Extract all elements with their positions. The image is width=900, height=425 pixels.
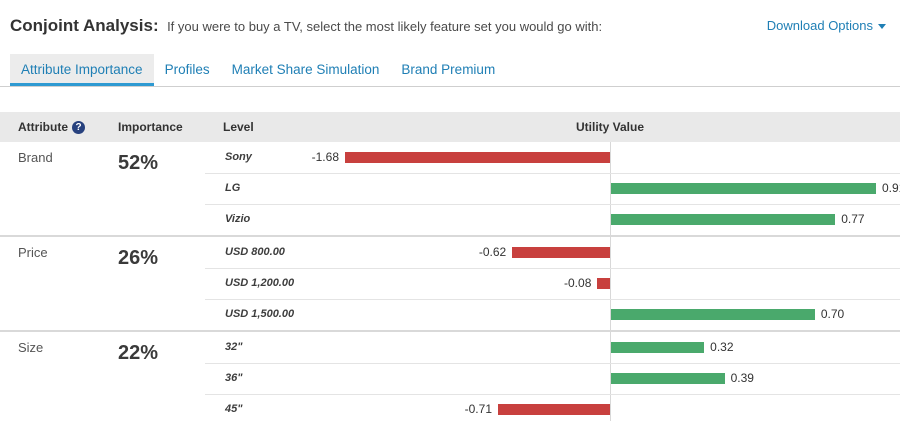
attribute-name: Price xyxy=(18,245,48,260)
attribute-name: Size xyxy=(18,340,44,355)
utility-bar xyxy=(498,404,610,415)
attribute-importance-table: Brand 52% Sony -1.68 LG 0.91 Vizio 0.77 Price 26%… xyxy=(0,142,900,425)
tab-bar: Attribute Importance Profiles Market Share… xyxy=(0,54,900,87)
level-label: USD 800.00 xyxy=(225,246,285,258)
table-row: 32" 0.32 xyxy=(0,332,900,363)
download-options-label: Download Options xyxy=(766,18,873,33)
table-row: USD 1,200.00 -0.08 xyxy=(0,268,900,299)
page-subtitle: If you were to buy a TV, select the most… xyxy=(167,19,603,34)
utility-value-label: -0.71 xyxy=(464,402,492,416)
utility-bar xyxy=(611,373,725,384)
utility-value-label: 0.70 xyxy=(820,307,845,321)
utility-value-label: 0.32 xyxy=(710,340,734,354)
attribute-name: Brand xyxy=(18,150,53,165)
attribute-section: Price 26% USD 800.00 -0.62 USD 1,200.00 -0.08… xyxy=(0,235,900,330)
row-divider xyxy=(205,363,900,364)
tab-market-share-simulation[interactable]: Market Share Simulation xyxy=(231,62,380,77)
utility-value-label: -0.08 xyxy=(564,276,592,290)
row-divider xyxy=(205,268,900,269)
utility-bar xyxy=(611,214,836,225)
importance-value: 22% xyxy=(118,342,159,364)
row-divider xyxy=(205,204,900,205)
utility-bar xyxy=(512,247,610,258)
level-label: USD 1,200.00 xyxy=(225,277,295,289)
attribute-section: Brand 52% Sony -1.68 LG 0.91 Vizio 0.77 xyxy=(0,142,900,235)
utility-bar xyxy=(345,152,610,163)
chevron-down-icon xyxy=(878,24,886,29)
utility-value-label: 0.77 xyxy=(841,212,865,226)
column-header-importance: Importance xyxy=(118,120,183,134)
page-title: Conjoint Analysis: xyxy=(10,16,159,35)
table-row: Vizio 0.77 xyxy=(0,204,900,235)
level-label: 32" xyxy=(225,341,243,353)
row-divider xyxy=(205,299,900,300)
tab-profiles[interactable]: Profiles xyxy=(164,62,210,77)
row-divider xyxy=(205,394,900,395)
importance-value: 26% xyxy=(118,247,159,269)
column-header-attribute-label: Attribute xyxy=(18,120,68,134)
utility-value-label: -1.68 xyxy=(311,150,339,164)
level-label: LG xyxy=(225,182,241,194)
column-header-level: Level xyxy=(223,120,254,134)
table-row: USD 800.00 -0.62 xyxy=(0,237,900,268)
level-label: Sony xyxy=(225,151,252,163)
zero-axis xyxy=(610,142,611,421)
tab-attribute-importance[interactable]: Attribute Importance xyxy=(10,54,154,86)
utility-value-label: -0.62 xyxy=(478,245,507,259)
utility-bar xyxy=(611,342,705,353)
table-row: LG 0.91 xyxy=(0,173,900,204)
row-divider xyxy=(205,173,900,174)
table-row: Sony -1.68 xyxy=(0,142,900,173)
level-label: 45" xyxy=(225,403,243,415)
utility-bar xyxy=(611,309,815,320)
page-header: Conjoint Analysis: If you were to buy a … xyxy=(0,0,900,36)
table-row: 45" -0.71 xyxy=(0,394,900,425)
utility-bar xyxy=(611,183,876,194)
attribute-section: Size 22% 32" 0.32 36" 0.39 45" -0.71 xyxy=(0,330,900,425)
column-header-attribute: Attribute? xyxy=(18,112,85,142)
utility-bar xyxy=(597,278,610,289)
table-row: USD 1,500.00 0.70 xyxy=(0,299,900,330)
tab-brand-premium[interactable]: Brand Premium xyxy=(401,62,496,77)
column-header-utility-value: Utility Value xyxy=(575,120,645,134)
download-options-button[interactable]: Download Options xyxy=(767,18,886,33)
level-label: Vizio xyxy=(225,213,251,225)
importance-value: 52% xyxy=(118,152,159,174)
level-label: USD 1,500.00 xyxy=(225,308,295,320)
utility-value-label: 0.91 xyxy=(882,181,900,195)
table-header: Attribute? Importance Level Utility Valu… xyxy=(0,112,900,142)
help-icon[interactable]: ? xyxy=(72,121,85,134)
utility-value-label: 0.39 xyxy=(730,371,754,385)
level-label: 36" xyxy=(225,372,243,384)
table-row: 36" 0.39 xyxy=(0,363,900,394)
